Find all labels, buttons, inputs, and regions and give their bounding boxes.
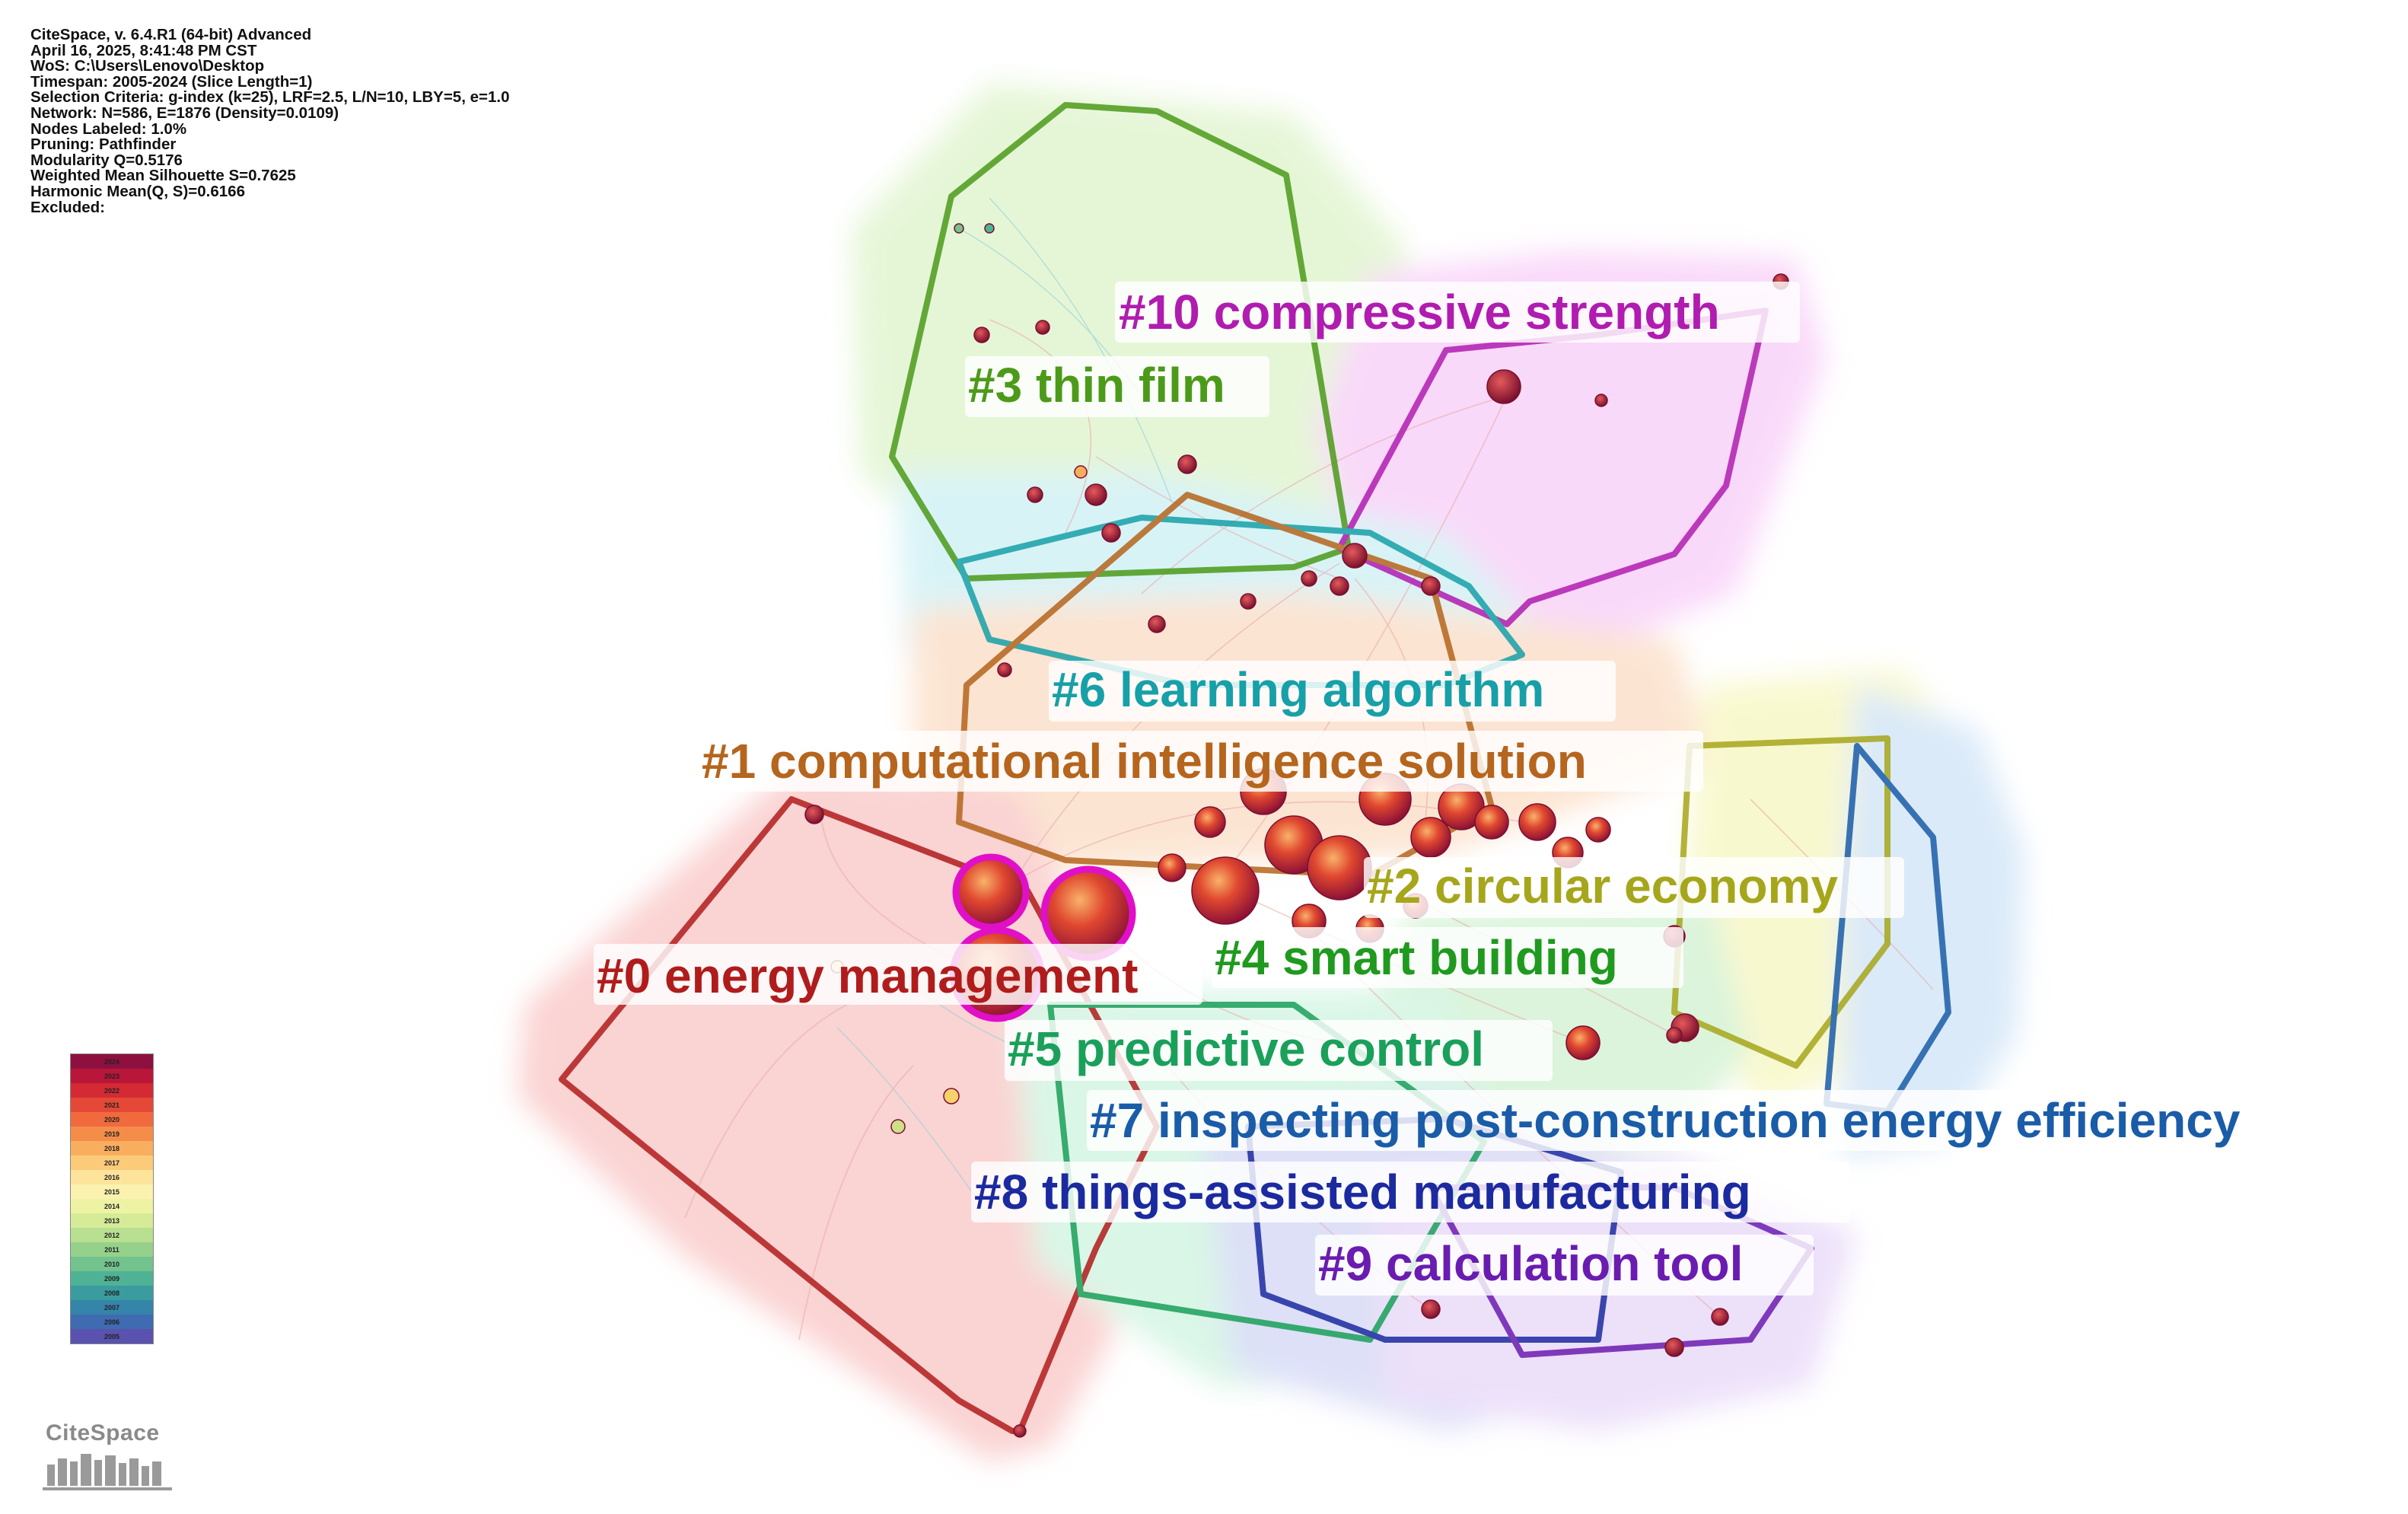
- legend-year-2006: 2006: [71, 1315, 153, 1329]
- legend-year-2014: 2014: [71, 1199, 153, 1213]
- hub-node: [952, 853, 1030, 931]
- summary-line: Timespan: 2005-2024 (Slice Length=1): [30, 72, 313, 91]
- legend-year-2009: 2009: [71, 1271, 153, 1286]
- summary-line: Network: N=586, E=1876 (Density=0.0109): [30, 104, 339, 122]
- node: [890, 1119, 906, 1134]
- node: [1158, 853, 1186, 882]
- node: [1085, 483, 1107, 506]
- summary-line: Modularity Q=0.5176: [30, 151, 183, 169]
- node: [1148, 615, 1166, 633]
- cluster-label-c4: #4 smart building: [1215, 930, 1618, 985]
- legend-year-2010: 2010: [71, 1257, 153, 1271]
- cluster-hull-c0: [559, 796, 1160, 1434]
- node: [943, 1088, 960, 1104]
- node: [1074, 465, 1088, 479]
- legend-year-2013: 2013: [71, 1213, 153, 1228]
- cluster-label-c8: #8 things-assisted manufacturing: [974, 1165, 1751, 1219]
- legend-year-2008: 2008: [71, 1286, 153, 1300]
- summary-line: Nodes Labeled: 1.0%: [30, 120, 187, 138]
- node: [1101, 523, 1121, 543]
- node: [1177, 454, 1197, 474]
- node: [804, 805, 824, 824]
- node: [1474, 805, 1509, 840]
- cluster-label-c9: #9 calculation tool: [1318, 1236, 1743, 1291]
- node: [1191, 856, 1260, 925]
- legend-year-2021: 2021: [71, 1098, 153, 1112]
- cluster-label-c3: #3 thin film: [968, 358, 1225, 413]
- legend-year-2020: 2020: [71, 1112, 153, 1127]
- legend-year-2016: 2016: [71, 1170, 153, 1184]
- node: [1410, 817, 1451, 858]
- node: [1664, 1337, 1684, 1357]
- cluster-hull-c6: [956, 515, 1525, 688]
- node: [1421, 576, 1441, 596]
- summary-line: Harmonic Mean(Q, S)=0.6166: [30, 182, 245, 200]
- legend-year-2024: 2024: [71, 1054, 153, 1069]
- node: [1594, 394, 1608, 407]
- node: [1240, 593, 1257, 610]
- node: [984, 223, 995, 234]
- legend-year-2023: 2023: [71, 1069, 153, 1083]
- cluster-label-c2: #2 circular economy: [1367, 859, 1838, 913]
- summary-line: Weighted Mean Silhouette S=0.7625: [30, 167, 296, 185]
- node: [1518, 803, 1556, 841]
- cluster-hull-c10: [1336, 308, 1769, 627]
- legend-year-2017: 2017: [71, 1155, 153, 1170]
- node: [1585, 817, 1611, 843]
- node: [1342, 543, 1368, 569]
- year-color-legend: 2024 2023 2022 2021 2020 2019 2018 2017 2016 2015…: [70, 1053, 154, 1344]
- legend-year-2019: 2019: [71, 1127, 153, 1141]
- node: [1711, 1308, 1729, 1326]
- node: [1035, 320, 1050, 335]
- legend-year-2022: 2022: [71, 1083, 153, 1098]
- summary-line: April 16, 2025, 8:41:48 PM CST: [30, 41, 257, 59]
- node: [954, 223, 964, 234]
- node: [1301, 570, 1317, 587]
- node: [1421, 1299, 1441, 1319]
- legend-year-2012: 2012: [71, 1228, 153, 1242]
- summary-line: Selection Criteria: g-index (k=25), LRF=…: [30, 88, 510, 107]
- node: [1027, 486, 1043, 503]
- summary-line: WoS: C:\Users\Lenovo\Desktop: [30, 57, 265, 75]
- node: [997, 662, 1012, 677]
- cluster-label-c0: #0 energy management: [597, 948, 1138, 1003]
- node: [1486, 369, 1521, 404]
- summary-line: Pruning: Pathfinder: [30, 135, 177, 154]
- summary-line: CiteSpace, v. 6.4.R1 (64-bit) Advanced: [30, 26, 312, 43]
- cluster-label-c6: #6 learning algorithm: [1052, 662, 1544, 717]
- node: [973, 327, 990, 343]
- summary-line: Excluded:: [30, 198, 105, 216]
- cluster-hull-c7: [1824, 743, 1951, 1114]
- node: [1566, 1025, 1601, 1060]
- legend-year-2011: 2011: [71, 1242, 153, 1257]
- node: [1013, 1424, 1027, 1438]
- node: [1194, 806, 1226, 838]
- node: [1307, 835, 1372, 900]
- node: [1666, 1027, 1683, 1044]
- node: [1330, 576, 1349, 596]
- logo-text: CiteSpace: [46, 1420, 160, 1445]
- cluster-label-c7: #7 inspecting post-construction energy e…: [1090, 1093, 2241, 1148]
- cluster-label-c1: #1 computational intelligence solution: [702, 734, 1587, 789]
- cluster-label-c5: #5 predictive control: [1008, 1022, 1484, 1076]
- network-summary: CiteSpace, v. 6.4.R1 (64-bit) Advanced Ap…: [30, 27, 509, 215]
- legend-year-2018: 2018: [71, 1141, 153, 1155]
- legend-year-2005: 2005: [71, 1329, 153, 1343]
- legend-year-2015: 2015: [71, 1184, 153, 1199]
- legend-year-2007: 2007: [71, 1300, 153, 1315]
- logo-skyline-icon: [43, 1454, 172, 1490]
- citespace-logo: CiteSpace: [37, 1420, 189, 1496]
- cluster-label-c10: #10 compressive strength: [1119, 285, 1720, 339]
